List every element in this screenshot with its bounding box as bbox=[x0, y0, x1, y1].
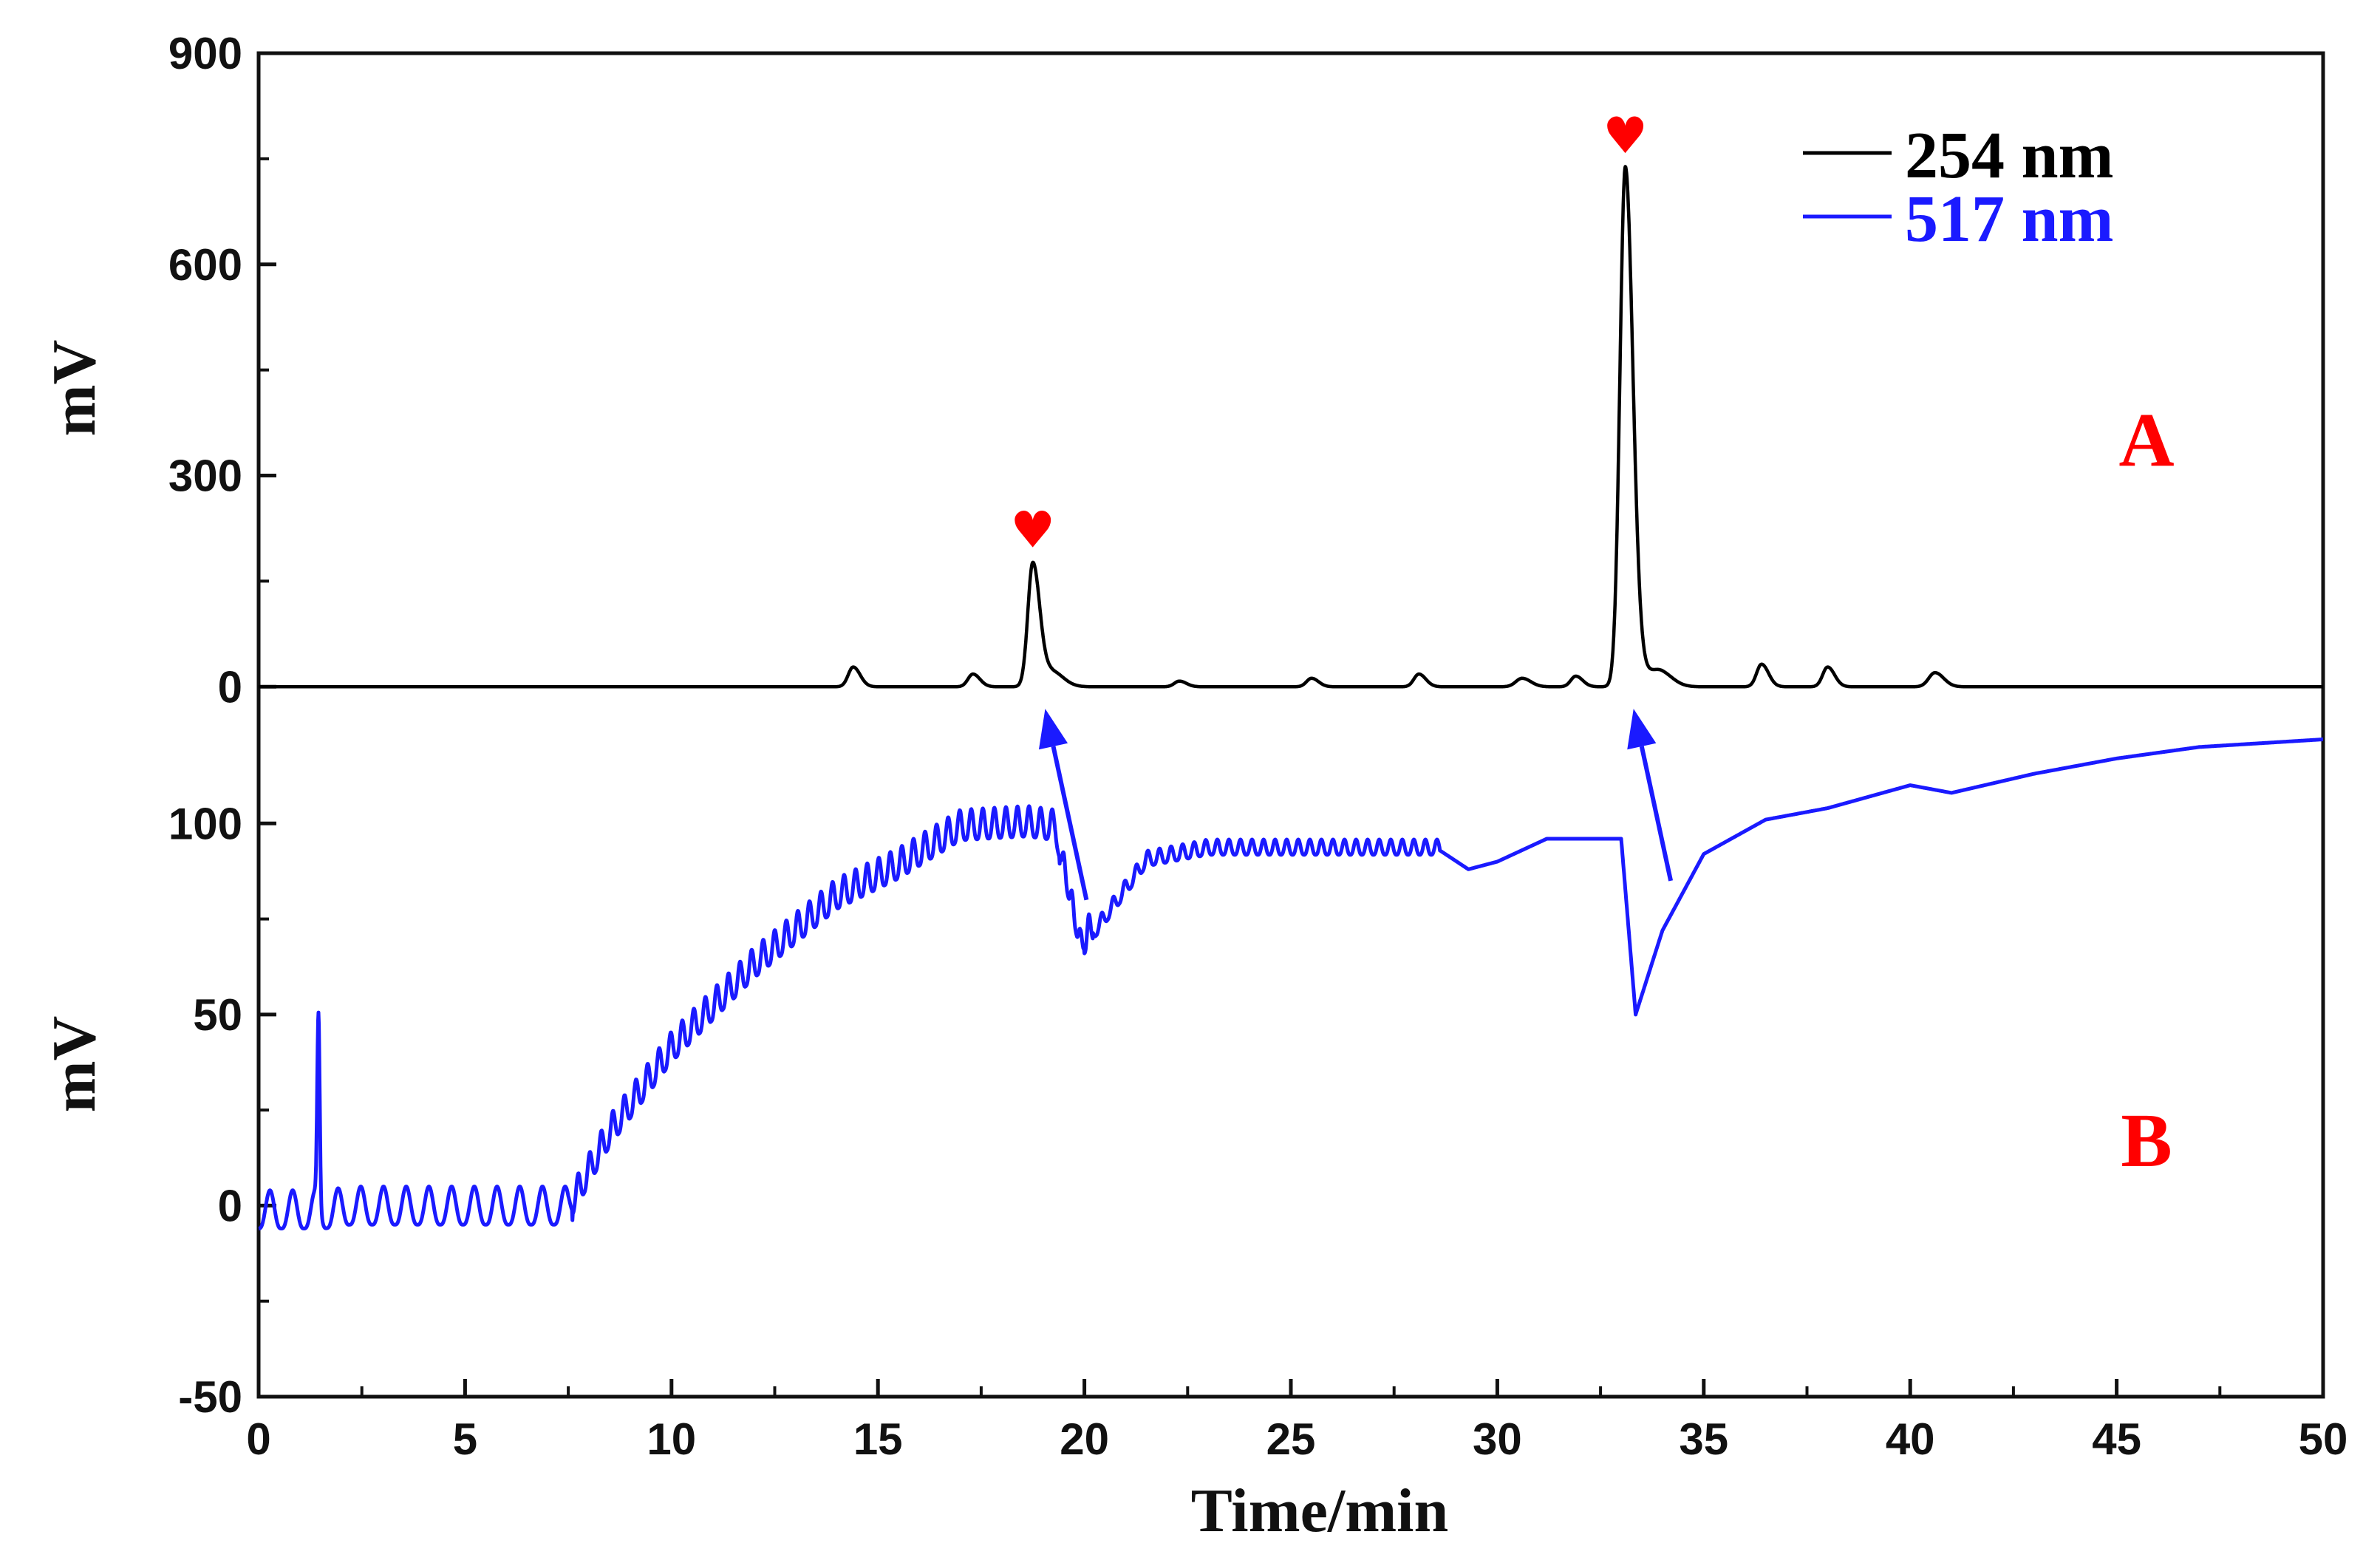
x-tick-label-35: 35 bbox=[1679, 1414, 1728, 1464]
y-axis-panel-a: 0 300 600 900 bbox=[168, 29, 276, 712]
legend-label-517nm: 517 nm bbox=[1905, 183, 2114, 256]
trace-254nm-line bbox=[257, 165, 2325, 689]
annotations: ♥♥ bbox=[1010, 107, 1674, 901]
panel-a-y-tick-label-600: 600 bbox=[168, 240, 242, 290]
x-tick-label-25: 25 bbox=[1266, 1414, 1316, 1464]
x-tick-label-20: 20 bbox=[1060, 1414, 1109, 1464]
panel-b-y-tick-label-0: 0 bbox=[218, 1181, 242, 1230]
y-axis-panel-b: -50 0 50 100 bbox=[168, 799, 276, 1422]
arrow-annotation-1 bbox=[1038, 709, 1089, 901]
panel-label-a: A bbox=[2118, 398, 2174, 483]
x-tick-label-30: 30 bbox=[1473, 1414, 1522, 1464]
panel-b-y-tick-label--50: -50 bbox=[178, 1372, 242, 1422]
x-tick-label-50: 50 bbox=[2299, 1414, 2348, 1464]
x-axis-title: Time/min bbox=[1191, 1476, 1448, 1545]
x-tick-label-40: 40 bbox=[1886, 1414, 1935, 1464]
trace-517nm-line bbox=[257, 738, 2325, 1230]
panel-b-y-tick-label-100: 100 bbox=[168, 799, 242, 848]
panel-a-y-tick-label-300: 300 bbox=[168, 452, 242, 501]
y-axis-title-panel-b: mV bbox=[40, 1016, 109, 1113]
arrow-head-icon bbox=[1627, 709, 1657, 750]
arrow-shaft bbox=[1639, 746, 1674, 882]
panel-a-y-tick-label-900: 900 bbox=[168, 29, 242, 78]
peak-marker-heart-icon-2: ♥ bbox=[1603, 107, 1648, 166]
peak-marker-heart-icon-1: ♥ bbox=[1010, 502, 1055, 560]
x-tick-label-15: 15 bbox=[853, 1414, 903, 1464]
x-tick-label-45: 45 bbox=[2092, 1414, 2141, 1464]
arrow-head-icon bbox=[1038, 709, 1068, 750]
panel-a-y-tick-label-0: 0 bbox=[218, 662, 242, 712]
panel-b-y-tick-label-50: 50 bbox=[193, 990, 242, 1040]
legend-label-254nm: 254 nm bbox=[1905, 119, 2114, 192]
x-tick-label-0: 0 bbox=[246, 1414, 270, 1464]
arrow-annotation-2 bbox=[1627, 709, 1674, 882]
x-axis: 0 5 10 15 20 25 30 35 40 45 50 bbox=[246, 1379, 2347, 1464]
x-tick-label-10: 10 bbox=[647, 1414, 696, 1464]
y-axis-title-panel-a: mV bbox=[40, 340, 109, 437]
legend: 254 nm 517 nm bbox=[1803, 119, 2114, 256]
panel-label-b: B bbox=[2121, 1098, 2172, 1183]
x-tick-label-5: 5 bbox=[453, 1414, 477, 1464]
arrow-shaft bbox=[1051, 746, 1089, 901]
